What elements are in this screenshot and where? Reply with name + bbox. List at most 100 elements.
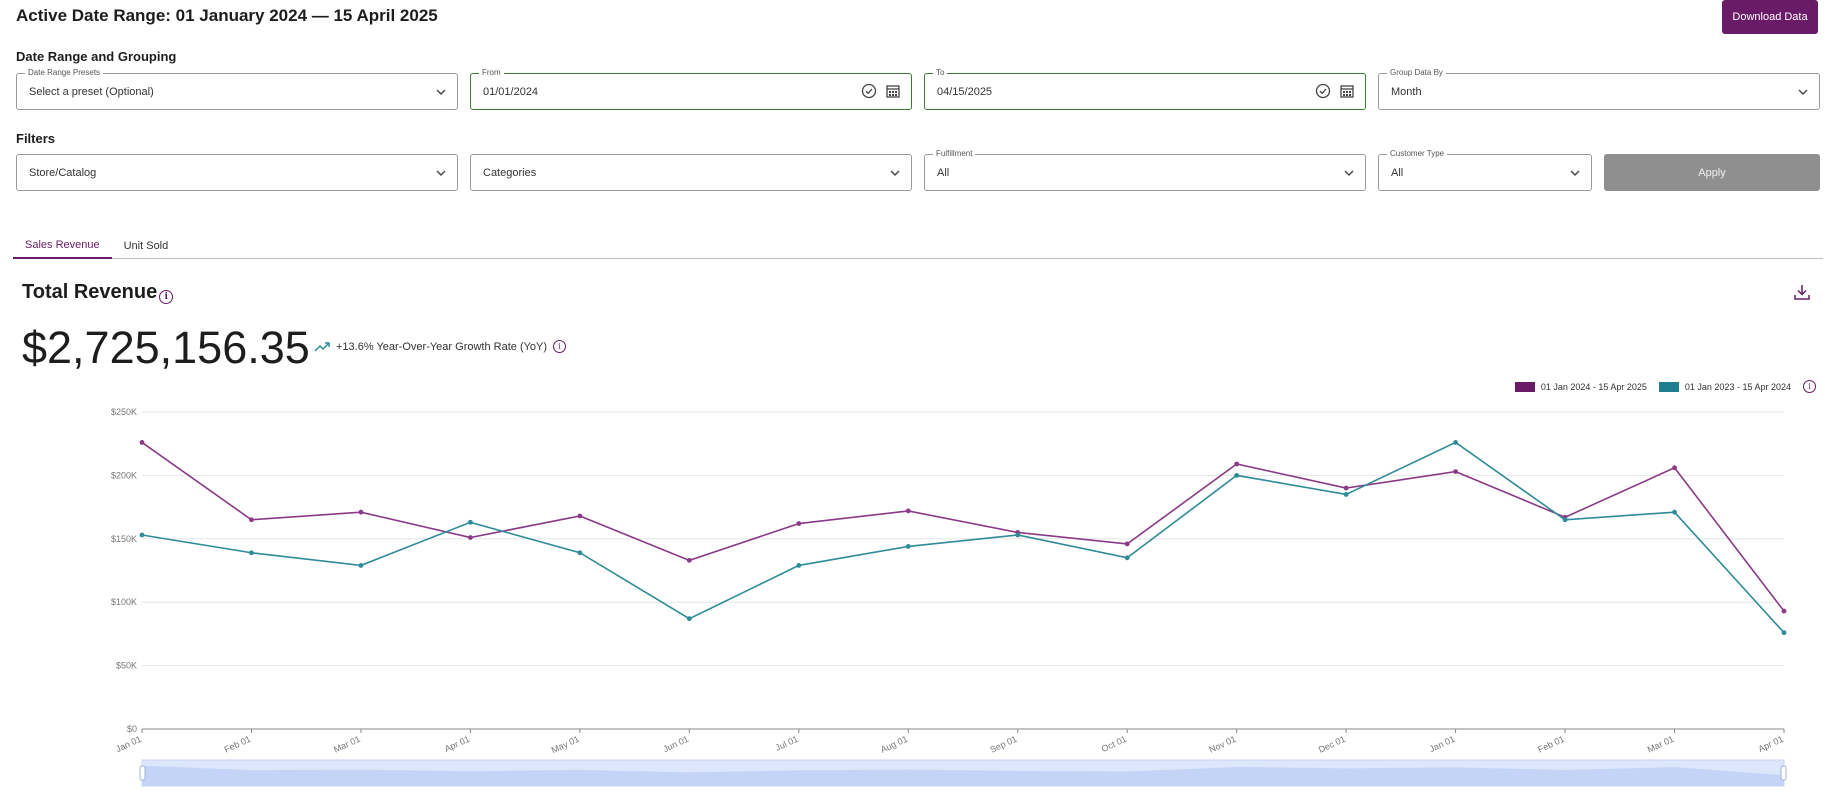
revenue-line-chart: $0 $50K $100K $150K $200K $250K Jan 01 Feb 01 Ma… bbox=[111, 407, 1787, 787]
data-point bbox=[1124, 541, 1130, 547]
y-tick-label: $100K bbox=[111, 597, 137, 607]
x-tick-label: Apr 01 bbox=[443, 734, 471, 754]
to-date-legend: To bbox=[933, 67, 948, 79]
check-circle-icon bbox=[861, 83, 877, 99]
tab-unit-sold[interactable]: Unit Sold bbox=[123, 239, 169, 252]
data-point bbox=[139, 532, 145, 538]
data-point bbox=[249, 550, 254, 556]
info-icon[interactable]: i bbox=[553, 340, 567, 353]
data-point bbox=[1015, 532, 1021, 538]
date-range-presets-legend: Date Range Presets bbox=[25, 67, 104, 79]
chevron-down-icon bbox=[890, 170, 900, 176]
data-point bbox=[1453, 469, 1458, 474]
data-point bbox=[1672, 465, 1677, 471]
filters-label: Filters bbox=[16, 131, 56, 146]
data-point bbox=[577, 550, 583, 556]
x-tick-label: Apr 01 bbox=[1757, 734, 1785, 754]
x-tick-label: Oct 01 bbox=[1100, 734, 1128, 754]
check-circle-icon bbox=[1315, 83, 1331, 99]
from-date-field[interactable]: From 01/01/2024 bbox=[470, 67, 912, 110]
total-revenue-value: $2,725,156.35 bbox=[22, 322, 310, 373]
legend-swatch-previous bbox=[1658, 381, 1679, 392]
x-tick-label: Feb 01 bbox=[1536, 734, 1566, 755]
growth-text: +13.6% Year-Over-Year Growth Rate (YoY) bbox=[336, 340, 548, 353]
data-point bbox=[1781, 630, 1787, 636]
total-revenue-title: Total Revenue bbox=[22, 281, 158, 303]
calendar-icon[interactable] bbox=[1339, 83, 1355, 99]
data-point bbox=[1234, 473, 1240, 478]
legend-swatch-current bbox=[1514, 381, 1535, 392]
x-tick-label: Jan 01 bbox=[1428, 734, 1457, 754]
tab-bar: Sales Revenue Unit Sold bbox=[13, 232, 1823, 259]
tab-sales-revenue[interactable]: Sales Revenue bbox=[13, 232, 112, 259]
data-point bbox=[468, 535, 473, 540]
chevron-down-icon bbox=[1344, 170, 1354, 176]
data-point bbox=[1234, 461, 1240, 467]
data-point bbox=[249, 517, 254, 523]
chevron-down-icon bbox=[436, 89, 446, 95]
x-tick-label: Jul 01 bbox=[774, 734, 800, 753]
data-point bbox=[905, 544, 911, 549]
card-title: Total Revenue i bbox=[22, 281, 174, 304]
date-section-label: Date Range and Grouping bbox=[16, 49, 177, 64]
y-tick-label: $150K bbox=[111, 534, 137, 544]
y-tick-label: $0 bbox=[127, 724, 137, 734]
date-range-presets-select[interactable]: Date Range Presets Select a preset (Opti… bbox=[16, 67, 458, 110]
x-tick-label: Jun 01 bbox=[661, 734, 690, 754]
legend-label-current: 01 Jan 2024 - 15 Apr 2025 bbox=[1540, 381, 1647, 392]
data-point bbox=[358, 563, 364, 568]
data-point bbox=[468, 519, 473, 525]
x-tick-label: Nov 01 bbox=[1207, 734, 1237, 755]
download-icon[interactable] bbox=[1792, 282, 1812, 302]
range-handle-right bbox=[1780, 765, 1787, 781]
customer-type-value: All bbox=[1391, 166, 1404, 179]
to-date-field[interactable]: To 04/15/2025 bbox=[924, 67, 1366, 110]
x-tick-label: May 01 bbox=[550, 734, 581, 756]
x-tick-label: Mar 01 bbox=[332, 734, 362, 755]
data-point bbox=[358, 509, 364, 515]
legend-label-previous: 01 Jan 2023 - 15 Apr 2024 bbox=[1684, 381, 1791, 392]
store-catalog-select[interactable]: Store/Catalog bbox=[16, 154, 458, 191]
group-data-by-legend: Group Data By bbox=[1387, 67, 1446, 79]
chart-legend: 01 Jan 2024 - 15 Apr 2025 01 Jan 2023 - … bbox=[1514, 380, 1816, 393]
data-point bbox=[905, 508, 911, 514]
date-range-presets-value: Select a preset (Optional) bbox=[29, 85, 154, 98]
trending-up-icon bbox=[314, 341, 330, 352]
y-tick-label: $200K bbox=[111, 470, 137, 480]
x-tick-label: Dec 01 bbox=[1317, 734, 1347, 755]
data-point bbox=[796, 521, 802, 526]
info-icon[interactable]: i bbox=[159, 290, 174, 304]
data-point bbox=[686, 616, 692, 622]
growth-indicator: +13.6% Year-Over-Year Growth Rate (YoY) … bbox=[314, 340, 567, 353]
x-tick-label: Sep 01 bbox=[988, 734, 1018, 755]
data-point bbox=[577, 513, 583, 519]
group-data-by-value: Month bbox=[1391, 85, 1422, 98]
group-data-by-select[interactable]: Group Data By Month bbox=[1378, 67, 1820, 110]
y-tick-label: $250K bbox=[111, 407, 137, 417]
download-data-button[interactable]: Download Data bbox=[1722, 0, 1818, 34]
data-point bbox=[1124, 555, 1130, 561]
apply-label: Apply bbox=[1698, 166, 1726, 179]
x-tick-label: Aug 01 bbox=[879, 734, 909, 755]
data-point bbox=[1562, 517, 1568, 523]
data-point bbox=[1453, 440, 1458, 445]
data-point bbox=[139, 440, 145, 445]
fulfillment-select[interactable]: Fulfillment All bbox=[924, 148, 1366, 191]
store-catalog-value: Store/Catalog bbox=[29, 166, 97, 179]
data-point bbox=[1343, 492, 1349, 497]
range-handle-left bbox=[139, 765, 146, 781]
series-line-2 bbox=[141, 441, 1785, 634]
to-date-value: 04/15/2025 bbox=[937, 85, 993, 98]
info-icon[interactable]: i bbox=[1803, 380, 1816, 393]
page-title: Active Date Range: 01 January 2024 — 15 … bbox=[16, 6, 438, 25]
data-point bbox=[796, 563, 802, 568]
chevron-down-icon bbox=[1570, 170, 1580, 176]
categories-select[interactable]: Categories bbox=[470, 154, 912, 191]
y-tick-label: $50K bbox=[116, 661, 137, 671]
data-point bbox=[1781, 608, 1787, 614]
calendar-icon[interactable] bbox=[885, 83, 901, 99]
customer-type-select[interactable]: Customer Type All bbox=[1378, 148, 1592, 191]
apply-button[interactable]: Apply bbox=[1604, 154, 1820, 191]
customer-type-legend: Customer Type bbox=[1387, 148, 1448, 160]
x-tick-label: Feb 01 bbox=[223, 734, 253, 755]
